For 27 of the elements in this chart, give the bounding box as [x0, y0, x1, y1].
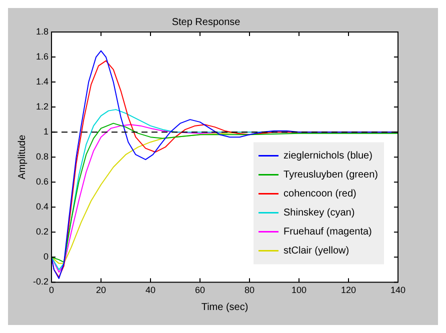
y-tick-label: 1.8: [36, 26, 49, 36]
y-tick-label: 1.4: [36, 76, 49, 87]
x-tick-label: 20: [96, 285, 106, 296]
y-tick-label: 0: [43, 252, 49, 262]
y-tick-label: 1.2: [36, 102, 49, 112]
y-tick-label: 0.8: [36, 152, 49, 162]
x-tick-label: 80: [244, 285, 255, 296]
y-tick-label: -0.2: [32, 276, 49, 287]
legend-label: Fruehauf (magenta): [284, 226, 372, 238]
chart-title: Step Response: [172, 16, 241, 28]
x-tick-label: 60: [194, 285, 206, 296]
x-axis-title: Time (sec): [201, 302, 248, 313]
x-tick-label: 120: [340, 285, 356, 296]
legend-label: stClair (yellow): [284, 245, 350, 256]
x-tick-label: 140: [390, 285, 406, 296]
y-axis-title: Amplitude: [16, 134, 28, 180]
legend-label: Tyreusluyben (green): [284, 169, 378, 180]
y-tick-label: 0.4: [36, 202, 49, 212]
y-tick-label: 0.2: [36, 226, 49, 237]
legend-label: Shinskey (cyan): [284, 207, 355, 218]
legend-label: zieglernichols (blue): [284, 150, 372, 162]
x-tick-label: 100: [291, 285, 307, 296]
y-tick-label: 0.6: [36, 176, 49, 187]
x-tick-label: 40: [146, 285, 156, 296]
legend-label: cohencoon (red): [284, 188, 356, 200]
y-tick-label: 1: [43, 126, 49, 137]
y-tick-label: 1.6: [36, 52, 49, 62]
